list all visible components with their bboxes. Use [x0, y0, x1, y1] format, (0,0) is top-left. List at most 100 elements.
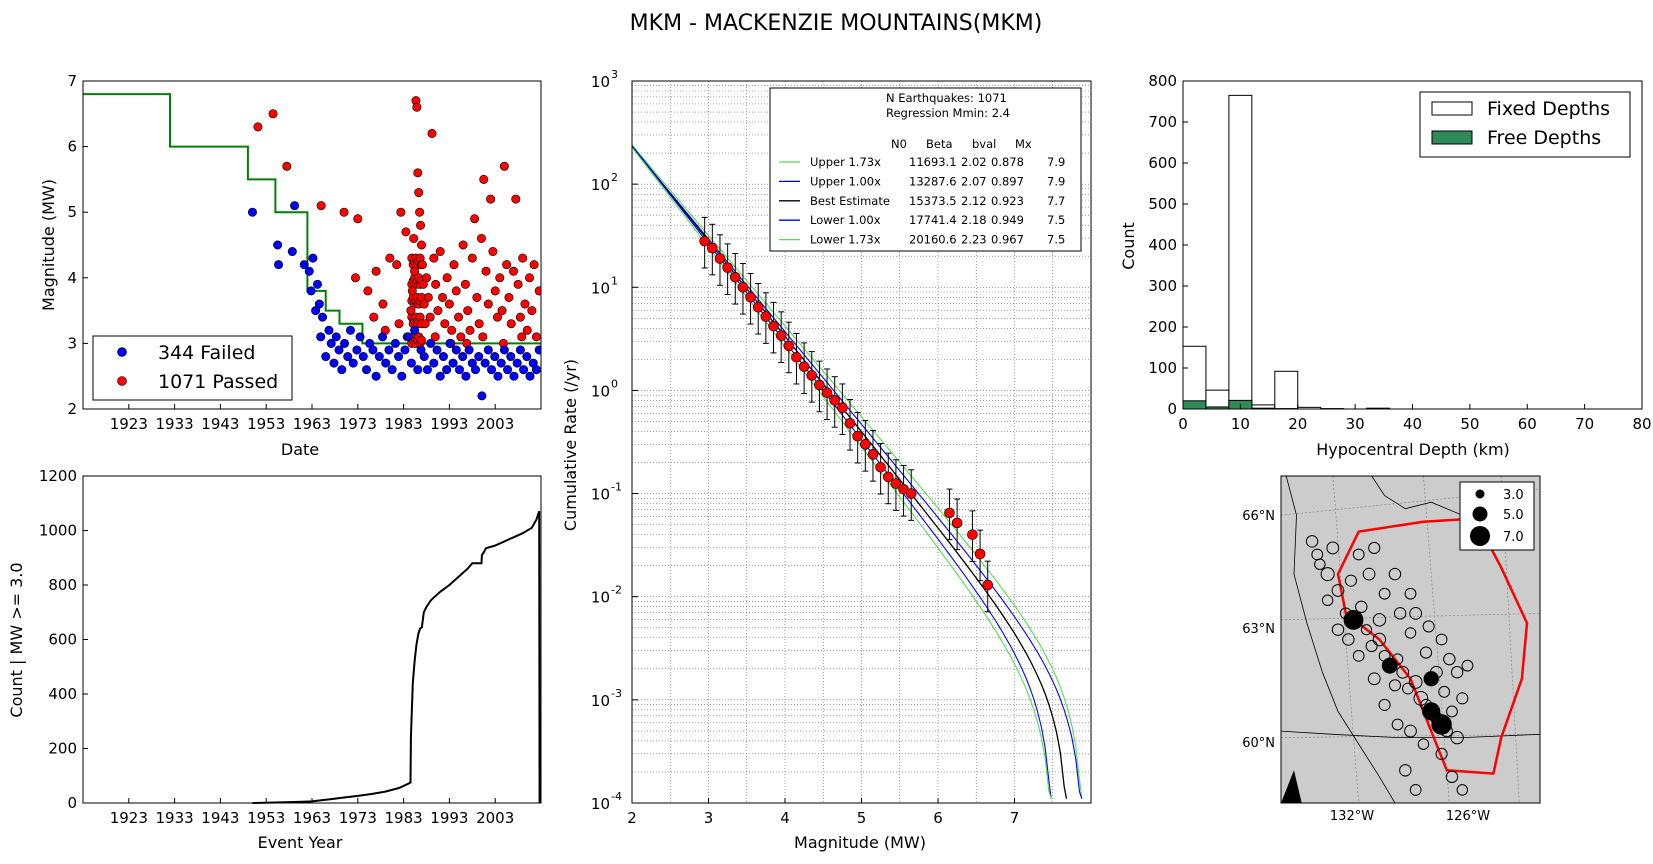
p1-xlabel: Date [281, 440, 319, 459]
p1-passed-point [452, 287, 460, 295]
p1-failed-point [382, 359, 390, 367]
p4-xtick-label: 70 [1575, 415, 1594, 433]
p1-failed-point [462, 372, 470, 380]
p1-passed-point [500, 162, 508, 170]
p5-lon-label: 126°W [1446, 809, 1490, 824]
p3-ytick-exponent: 2 [611, 171, 618, 184]
p3-table-name: Lower 1.00x [810, 213, 881, 227]
p1-passed-point [457, 333, 465, 341]
p3-xtick-label: 5 [857, 809, 867, 827]
p1-failed-point [507, 352, 515, 360]
p2-xtick-label: 2003 [476, 809, 514, 827]
p5-legend: 3.05.07.0 [1460, 482, 1534, 550]
p4-ytick-label: 300 [1148, 277, 1177, 295]
p3-table-bval: 0.949 [991, 213, 1024, 227]
p1-failed-point [478, 392, 486, 400]
p3-ytick-exponent: -4 [611, 790, 622, 803]
p3-xtick-label: 4 [780, 809, 790, 827]
p1-failed-point [487, 365, 495, 373]
p1-failed-point [385, 346, 393, 354]
p3-ytick-base: 10 [591, 795, 610, 813]
p2-ytick-label: 0 [67, 794, 77, 812]
p1-failed-point [330, 359, 338, 367]
p1-failed-point [313, 280, 321, 288]
p3-ytick-base: 10 [591, 176, 610, 194]
p1-failed-point [500, 346, 508, 354]
p1-ytick-label: 7 [67, 72, 77, 90]
p3-ytick-exponent: 3 [611, 68, 618, 81]
p1-passed-point [464, 306, 472, 314]
p1-failed-point [369, 346, 377, 354]
p2-cumulative-line [253, 511, 540, 803]
p1-failed-point [332, 333, 340, 341]
p4-free-bar [1183, 401, 1206, 409]
p1-legend-failed-marker [118, 348, 127, 357]
p1-passed-point [354, 215, 362, 223]
p1-passed-point [445, 300, 453, 308]
p1-failed-point [309, 254, 317, 262]
p4-xtick-label: 10 [1231, 415, 1250, 433]
p1-passed-point [443, 274, 451, 282]
p4-ytick-label: 200 [1148, 318, 1177, 336]
p1-passed-point [491, 287, 499, 295]
p1-passed-point [498, 306, 506, 314]
p3-table-name: Upper 1.00x [810, 174, 881, 188]
p1-failed-point [426, 339, 434, 347]
p3-table-n0: 15373.5 [909, 194, 957, 208]
p3-observed-point [837, 403, 847, 413]
magnitude-frequency-panel: Magnitude (MW) Cumulative Rate (/yr) N E… [561, 68, 1091, 852]
p1-failed-point [315, 300, 323, 308]
p1-failed-point [338, 365, 346, 373]
p1-ytick-label: 2 [67, 400, 77, 418]
p3-table-beta: 2.18 [961, 213, 987, 227]
p1-failed-point [325, 326, 333, 334]
p1-passed-point [428, 129, 436, 137]
p1-failed-point [519, 365, 527, 373]
p1-passed-point [489, 247, 497, 255]
p4-xtick-label: 20 [1288, 415, 1307, 433]
p3-ytick-exponent: -3 [611, 687, 622, 700]
p1-passed-point [516, 313, 524, 321]
p1-xtick-label: 1953 [247, 415, 285, 433]
p1-passed-point [521, 300, 529, 308]
p4-xtick-label: 0 [1178, 415, 1188, 433]
p4-ytick-label: 800 [1148, 72, 1177, 90]
p3-xtick-label: 7 [1010, 809, 1020, 827]
p1-passed-point [415, 208, 423, 216]
p3-ytick-base: 10 [591, 486, 610, 504]
p1-passed-point [409, 234, 417, 242]
p1-passed-point [535, 287, 543, 295]
p1-failed-point [494, 372, 502, 380]
p3-table-bval: 0.897 [991, 174, 1024, 188]
p1-failed-point [274, 260, 282, 268]
p4-legend-free-swatch [1432, 131, 1472, 144]
p1-passed-point [386, 254, 394, 262]
p5-lat-label: 60°N [1242, 736, 1275, 751]
p1-failed-point [526, 372, 534, 380]
p3-table-n0: 11693.1 [909, 155, 957, 169]
p5-legend-marker [1476, 490, 1485, 499]
p1-passed-point [407, 306, 415, 314]
p1-passed-point [417, 241, 425, 249]
p3-table-beta: 2.07 [961, 174, 987, 188]
p1-passed-point [480, 175, 488, 183]
p1-passed-point [414, 169, 422, 177]
p3-table-mx: 7.7 [1047, 194, 1065, 208]
p3-observed-point [784, 341, 794, 351]
p1-passed-point [372, 267, 380, 275]
p1-passed-point [470, 215, 478, 223]
p5-legend-label: 5.0 [1503, 508, 1524, 523]
p3-table-name: Best Estimate [810, 194, 890, 208]
p1-failed-point [439, 352, 447, 360]
p3-observed-point [769, 321, 779, 331]
p3-table-name: Upper 1.73x [810, 155, 881, 169]
p1-passed-point [283, 162, 291, 170]
p2-ytick-label: 1200 [39, 467, 77, 485]
p3-observed-point [944, 508, 954, 518]
p1-ytick-label: 6 [67, 138, 77, 156]
p1-xtick-label: 1933 [156, 415, 194, 433]
table-header-count: N Earthquakes: 1071 [886, 91, 1007, 105]
